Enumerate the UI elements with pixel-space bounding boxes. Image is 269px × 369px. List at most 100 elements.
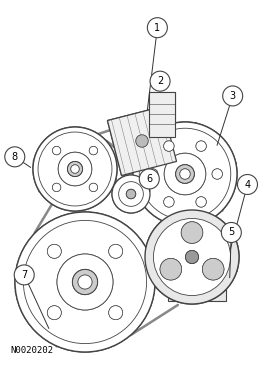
Polygon shape bbox=[107, 107, 176, 176]
Circle shape bbox=[139, 128, 231, 220]
Circle shape bbox=[5, 147, 25, 167]
Circle shape bbox=[117, 116, 167, 166]
Circle shape bbox=[38, 132, 112, 206]
Text: 2: 2 bbox=[157, 76, 163, 86]
Circle shape bbox=[136, 135, 148, 147]
Text: 8: 8 bbox=[12, 152, 18, 162]
Circle shape bbox=[47, 244, 61, 258]
Circle shape bbox=[147, 18, 167, 38]
Circle shape bbox=[202, 258, 224, 280]
Circle shape bbox=[164, 197, 174, 207]
Text: 6: 6 bbox=[146, 174, 152, 184]
Circle shape bbox=[145, 210, 239, 304]
Circle shape bbox=[57, 254, 113, 310]
Text: 1: 1 bbox=[154, 23, 160, 33]
Circle shape bbox=[126, 125, 158, 157]
Circle shape bbox=[112, 175, 150, 213]
Circle shape bbox=[153, 218, 231, 296]
Circle shape bbox=[38, 132, 112, 206]
Text: N0020202: N0020202 bbox=[10, 346, 53, 355]
Text: 7: 7 bbox=[21, 270, 27, 280]
Circle shape bbox=[52, 146, 61, 155]
Circle shape bbox=[126, 189, 136, 199]
Text: 5: 5 bbox=[228, 227, 235, 238]
Circle shape bbox=[136, 135, 148, 147]
Circle shape bbox=[164, 153, 206, 195]
Circle shape bbox=[119, 182, 143, 206]
Circle shape bbox=[148, 169, 158, 179]
Circle shape bbox=[153, 218, 231, 296]
Circle shape bbox=[58, 152, 92, 186]
Circle shape bbox=[196, 197, 206, 207]
Circle shape bbox=[176, 165, 194, 183]
Circle shape bbox=[72, 269, 98, 294]
Circle shape bbox=[160, 258, 182, 280]
Circle shape bbox=[15, 212, 155, 352]
Circle shape bbox=[15, 212, 155, 352]
Circle shape bbox=[133, 122, 237, 226]
Text: 3: 3 bbox=[230, 91, 236, 101]
Circle shape bbox=[52, 183, 61, 192]
Circle shape bbox=[196, 141, 206, 151]
Circle shape bbox=[160, 258, 182, 280]
Circle shape bbox=[126, 189, 136, 199]
Circle shape bbox=[180, 169, 190, 179]
Circle shape bbox=[212, 169, 222, 179]
Circle shape bbox=[202, 258, 224, 280]
Circle shape bbox=[33, 127, 117, 211]
Circle shape bbox=[89, 183, 98, 192]
Circle shape bbox=[196, 197, 206, 207]
Circle shape bbox=[139, 128, 231, 220]
Circle shape bbox=[78, 275, 92, 289]
Circle shape bbox=[117, 116, 167, 166]
Circle shape bbox=[33, 127, 117, 211]
Bar bbox=[149, 92, 175, 137]
Polygon shape bbox=[107, 107, 176, 176]
Circle shape bbox=[164, 141, 174, 151]
Circle shape bbox=[223, 86, 243, 106]
Circle shape bbox=[71, 165, 79, 173]
Circle shape bbox=[109, 306, 123, 320]
Circle shape bbox=[119, 182, 143, 206]
Circle shape bbox=[145, 210, 239, 304]
Circle shape bbox=[68, 162, 83, 176]
Circle shape bbox=[148, 169, 158, 179]
Circle shape bbox=[176, 165, 194, 183]
Circle shape bbox=[139, 169, 159, 189]
Circle shape bbox=[112, 175, 150, 213]
Circle shape bbox=[58, 152, 92, 186]
Circle shape bbox=[23, 220, 147, 344]
Circle shape bbox=[150, 71, 170, 91]
Circle shape bbox=[52, 183, 61, 192]
Circle shape bbox=[180, 169, 190, 179]
Circle shape bbox=[164, 197, 174, 207]
Circle shape bbox=[126, 125, 158, 157]
Circle shape bbox=[71, 165, 79, 173]
Circle shape bbox=[57, 254, 113, 310]
Circle shape bbox=[14, 265, 34, 285]
Circle shape bbox=[89, 146, 98, 155]
Circle shape bbox=[109, 306, 123, 320]
Circle shape bbox=[185, 251, 199, 263]
Circle shape bbox=[196, 141, 206, 151]
Circle shape bbox=[47, 244, 61, 258]
Circle shape bbox=[185, 251, 199, 263]
Circle shape bbox=[47, 306, 61, 320]
Circle shape bbox=[164, 153, 206, 195]
Circle shape bbox=[221, 223, 241, 242]
Bar bbox=[149, 92, 175, 137]
Circle shape bbox=[52, 146, 61, 155]
Circle shape bbox=[133, 122, 237, 226]
Circle shape bbox=[164, 141, 174, 151]
Circle shape bbox=[23, 220, 147, 344]
Circle shape bbox=[181, 222, 203, 244]
Circle shape bbox=[68, 162, 83, 176]
Circle shape bbox=[238, 175, 257, 194]
Circle shape bbox=[72, 269, 98, 294]
Circle shape bbox=[181, 222, 203, 244]
Circle shape bbox=[212, 169, 222, 179]
Circle shape bbox=[78, 275, 92, 289]
Bar bbox=[168, 233, 226, 301]
Circle shape bbox=[89, 183, 98, 192]
Circle shape bbox=[47, 306, 61, 320]
